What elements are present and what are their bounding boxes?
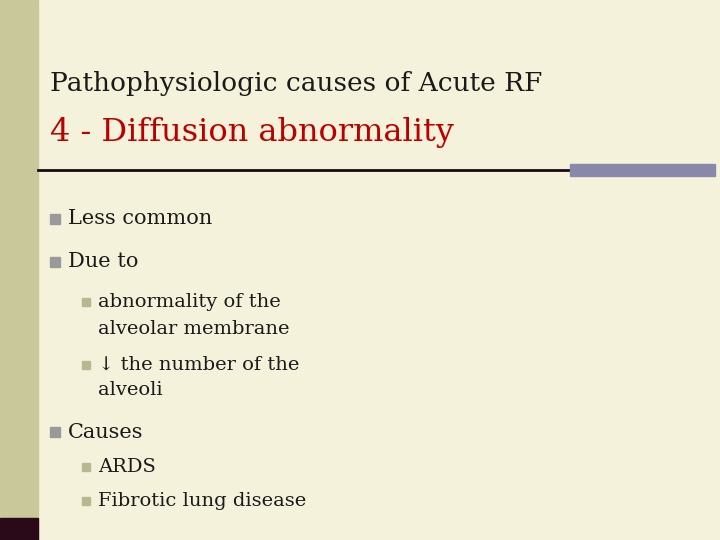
Text: Causes: Causes	[68, 422, 143, 442]
Text: Pathophysiologic causes of Acute RF: Pathophysiologic causes of Acute RF	[50, 71, 542, 96]
Bar	[570, 164, 715, 176]
Text: Fibrotic lung disease: Fibrotic lung disease	[98, 492, 306, 510]
Bar	[50, 257, 60, 267]
Text: ↓ the number of the: ↓ the number of the	[98, 355, 300, 374]
Text: alveolar membrane: alveolar membrane	[98, 320, 289, 339]
Text: Due to: Due to	[68, 252, 138, 272]
Bar	[0, 518, 38, 540]
Bar	[50, 427, 60, 437]
Bar	[82, 361, 90, 368]
Text: 4 - Diffusion abnormality: 4 - Diffusion abnormality	[50, 117, 454, 148]
Text: Less common: Less common	[68, 209, 212, 228]
Text: alveoli: alveoli	[98, 381, 163, 399]
Text: ARDS: ARDS	[98, 458, 156, 476]
Bar	[82, 299, 90, 306]
Bar	[0, 0, 38, 540]
Bar	[50, 214, 60, 224]
Text: abnormality of the: abnormality of the	[98, 293, 281, 312]
Bar	[82, 497, 90, 505]
Bar	[82, 463, 90, 471]
